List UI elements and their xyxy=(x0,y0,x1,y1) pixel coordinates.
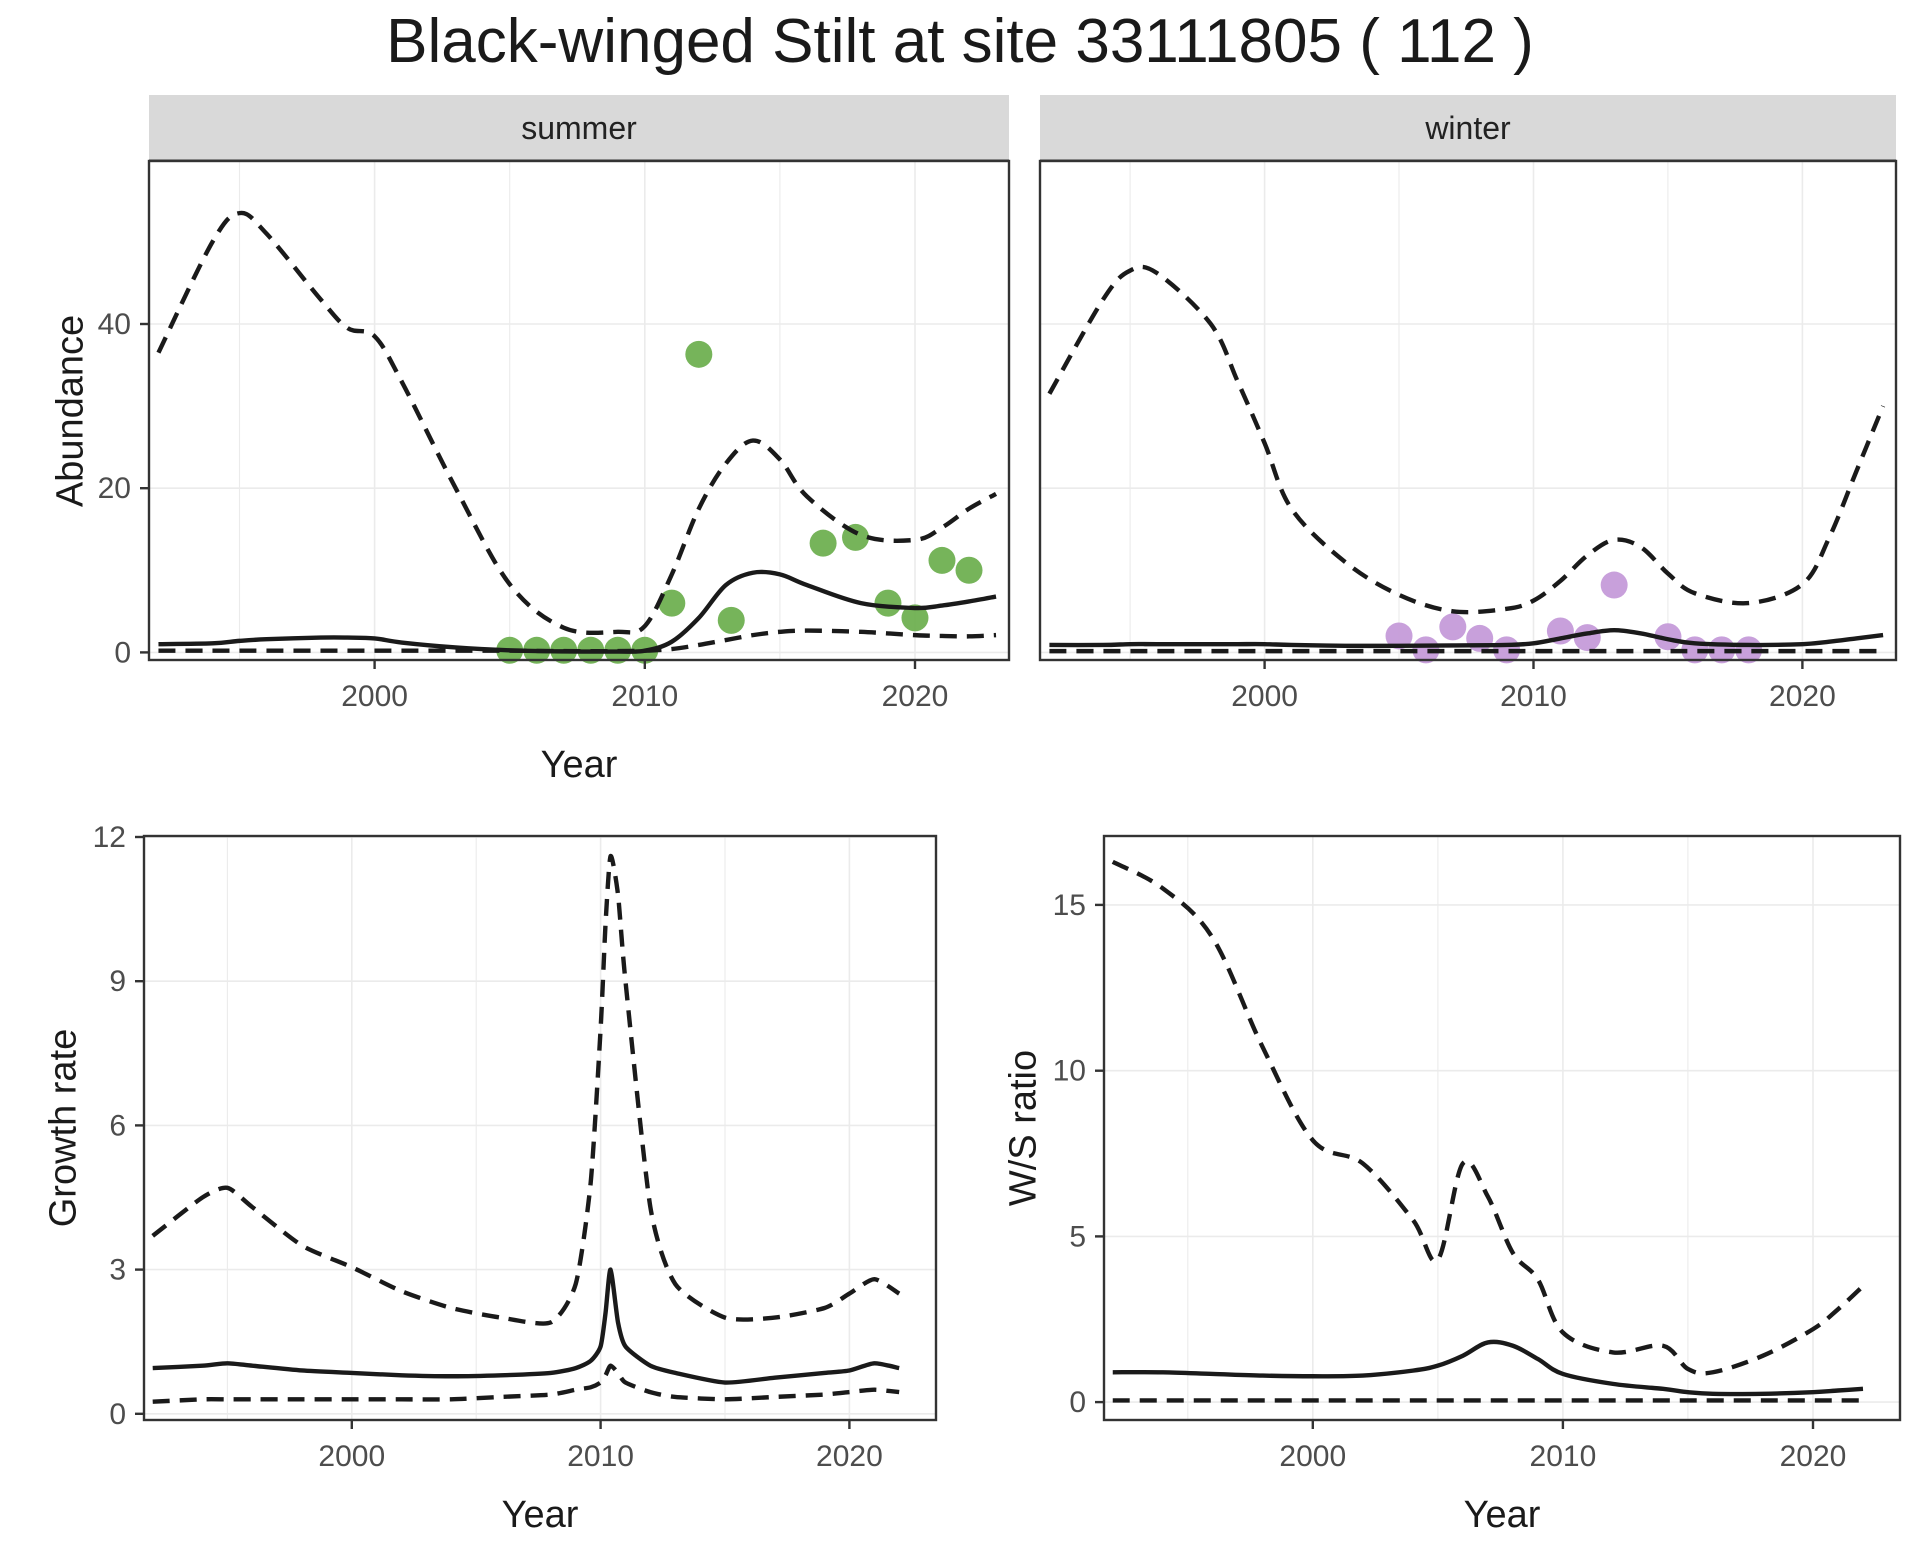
svg-text:2020: 2020 xyxy=(1769,680,1836,713)
svg-text:2000: 2000 xyxy=(341,680,408,713)
svg-text:2000: 2000 xyxy=(318,1440,385,1473)
svg-text:40: 40 xyxy=(98,308,131,341)
svg-text:0: 0 xyxy=(1069,1386,1086,1419)
svg-text:12: 12 xyxy=(93,821,126,854)
svg-text:9: 9 xyxy=(109,965,126,998)
svg-text:2010: 2010 xyxy=(1500,680,1567,713)
svg-text:6: 6 xyxy=(109,1109,126,1142)
svg-text:0: 0 xyxy=(109,1398,126,1431)
svg-text:15: 15 xyxy=(1053,889,1086,922)
svg-text:3: 3 xyxy=(109,1254,126,1287)
svg-text:2010: 2010 xyxy=(611,680,678,713)
svg-text:2020: 2020 xyxy=(816,1440,883,1473)
svg-text:2010: 2010 xyxy=(567,1440,634,1473)
svg-text:summer: summer xyxy=(521,110,637,146)
svg-text:2000: 2000 xyxy=(1231,680,1298,713)
svg-text:2020: 2020 xyxy=(882,680,949,713)
svg-text:20: 20 xyxy=(98,472,131,505)
svg-text:10: 10 xyxy=(1053,1055,1086,1088)
svg-text:2010: 2010 xyxy=(1530,1440,1597,1473)
svg-text:0: 0 xyxy=(114,636,131,669)
svg-text:2000: 2000 xyxy=(1279,1440,1346,1473)
svg-text:5: 5 xyxy=(1069,1220,1086,1253)
svg-text:winter: winter xyxy=(1424,110,1511,146)
svg-text:2020: 2020 xyxy=(1780,1440,1847,1473)
